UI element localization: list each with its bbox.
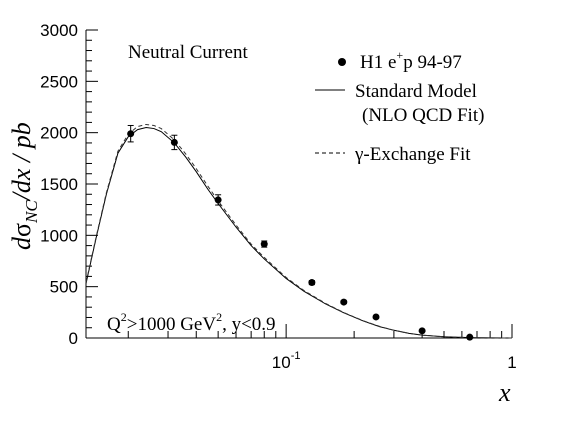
data-point: [308, 279, 316, 287]
y-axis-label: dσNC/dx / pb: [7, 122, 41, 250]
y-tick-label: 3000: [40, 21, 78, 40]
series-lines: [85, 123, 513, 339]
x-tick-exp: -1: [291, 350, 301, 362]
y-label-sigma: σ: [7, 223, 36, 237]
y-tick-label: 1500: [40, 175, 78, 194]
data-point: [466, 333, 474, 341]
legend-gamma-symbol: γ: [354, 144, 363, 165]
y-label-suffix: /dx / pb: [7, 122, 36, 202]
annotation-tail: , y<0.9: [222, 314, 275, 335]
annotation-neutral-current: Neutral Current: [128, 42, 248, 63]
annotation-kinematic-cuts: Q2>1000 GeV2, y<0.9: [107, 310, 276, 335]
legend-sm-label-2: (NLO QCD Fit): [362, 105, 484, 126]
y-label-prefix: d: [7, 236, 36, 250]
y-tick-label: 500: [50, 278, 78, 297]
data-point: [127, 130, 135, 138]
legend-data-tail: p 94-97: [403, 52, 462, 73]
series-points: [127, 124, 474, 341]
legend-data-text: H1 e: [360, 52, 396, 73]
data-point: [170, 138, 178, 146]
annotation-q-exp: 2: [121, 310, 127, 324]
gamma-exchange-fit-line: [85, 123, 513, 339]
legend-gamma-tail: -Exchange Fit: [363, 144, 471, 165]
legend: H1 e+p 94-97 Standard Model (NLO QCD Fit…: [315, 48, 484, 165]
y-axis-ticks: 0 500 1000 1500 2000 2500 3000: [40, 21, 98, 348]
y-label-subscript: NC: [22, 200, 41, 224]
annotation-q: Q: [107, 314, 121, 335]
axes: [85, 30, 512, 339]
data-point: [418, 327, 426, 335]
legend-data-label: H1 e+p 94-97: [360, 48, 462, 73]
y-tick-label: 1000: [40, 226, 78, 245]
x-tick-label: 10-1: [272, 350, 301, 372]
legend-gamma-label: γ-Exchange Fit: [354, 144, 471, 165]
x-tick-base: 1: [507, 353, 516, 372]
x-axis-label: x: [498, 378, 511, 407]
data-point: [340, 298, 348, 306]
y-tick-label: 2000: [40, 124, 78, 143]
data-point: [214, 196, 222, 204]
legend-data-sup: +: [396, 48, 403, 62]
annotation-gev: >1000 GeV: [127, 314, 217, 335]
x-axis-ticks: 10-1 1: [127, 324, 517, 372]
annotation-gev-exp: 2: [216, 310, 222, 324]
y-tick-label: 0: [69, 329, 78, 348]
x-tick-base: 10: [272, 353, 291, 372]
legend-sm-label-1: Standard Model: [355, 81, 477, 102]
data-point: [260, 240, 268, 248]
legend-data-marker: [338, 58, 346, 66]
y-tick-label: 2500: [40, 72, 78, 91]
data-point: [372, 313, 380, 321]
x-tick-label: 1: [507, 353, 516, 372]
